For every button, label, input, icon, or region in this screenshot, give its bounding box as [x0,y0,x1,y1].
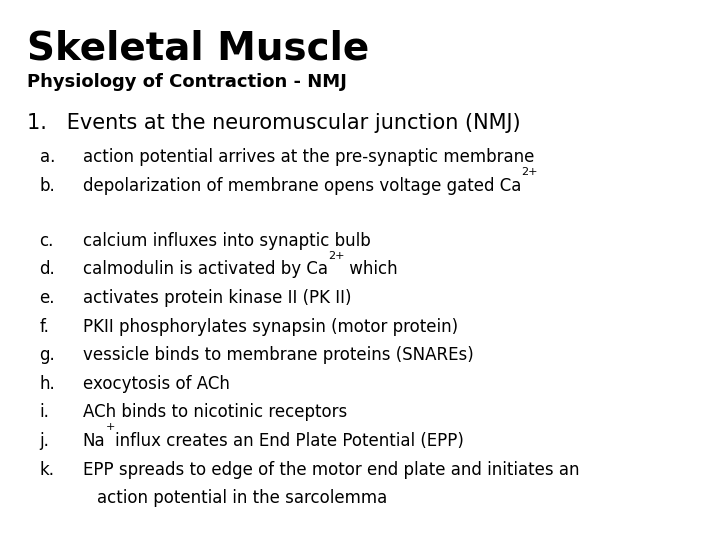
Text: f.: f. [40,318,50,335]
Text: c.: c. [40,232,54,249]
Text: influx creates an End Plate Potential (EPP): influx creates an End Plate Potential (E… [114,432,464,450]
Text: Physiology of Contraction - NMJ: Physiology of Contraction - NMJ [27,73,347,91]
Text: d.: d. [40,260,55,278]
Text: exocytosis of ACh: exocytosis of ACh [83,375,230,393]
Text: ACh binds to nicotinic receptors: ACh binds to nicotinic receptors [83,403,347,421]
Text: a.: a. [40,148,55,166]
Text: +: + [105,422,114,433]
Text: PKII phosphorylates synapsin (motor protein): PKII phosphorylates synapsin (motor prot… [83,318,458,335]
Text: vessicle binds to membrane proteins (SNAREs): vessicle binds to membrane proteins (SNA… [83,346,474,364]
Text: activates protein kinase II (PK II): activates protein kinase II (PK II) [83,289,351,307]
Text: action potential in the sarcolemma: action potential in the sarcolemma [97,489,387,507]
Text: g.: g. [40,346,55,364]
Text: h.: h. [40,375,55,393]
Text: b.: b. [40,177,55,195]
Text: 1.   Events at the neuromuscular junction (NMJ): 1. Events at the neuromuscular junction … [27,113,521,133]
Text: EPP spreads to edge of the motor end plate and initiates an: EPP spreads to edge of the motor end pla… [83,461,580,478]
Text: depolarization of membrane opens voltage gated Ca: depolarization of membrane opens voltage… [83,177,521,195]
Text: e.: e. [40,289,55,307]
Text: k.: k. [40,461,55,478]
Text: j.: j. [40,432,50,450]
Text: action potential arrives at the pre-synaptic membrane: action potential arrives at the pre-syna… [83,148,534,166]
Text: calmodulin is activated by Ca: calmodulin is activated by Ca [83,260,328,278]
Text: 2+: 2+ [521,167,538,178]
Text: i.: i. [40,403,50,421]
Text: which: which [344,260,398,278]
Text: calcium influxes into synaptic bulb: calcium influxes into synaptic bulb [83,232,371,249]
Text: Skeletal Muscle: Skeletal Muscle [27,30,369,68]
Text: 2+: 2+ [328,251,344,261]
Text: Na: Na [83,432,105,450]
